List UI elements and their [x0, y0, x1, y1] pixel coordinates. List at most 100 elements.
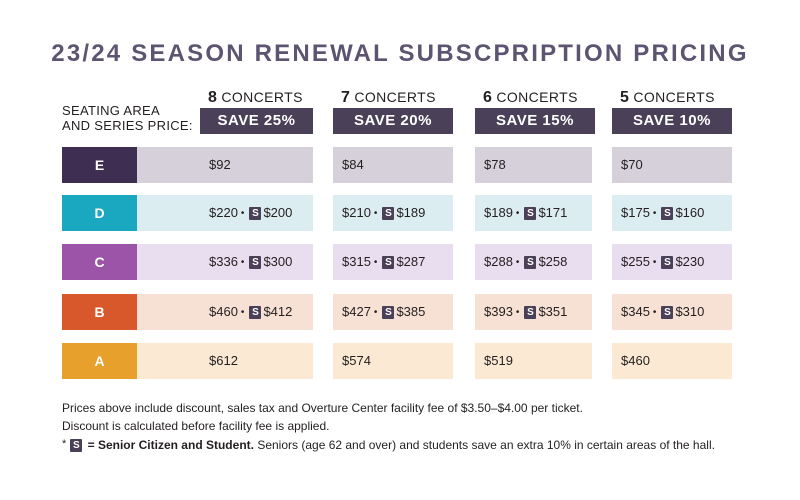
- price-cell: $255 • S $230: [612, 244, 732, 280]
- senior-student-icon: S: [524, 306, 537, 319]
- senior-student-icon: S: [382, 256, 395, 269]
- concert-word: CONCERTS: [496, 89, 578, 105]
- bullet-separator: •: [515, 307, 520, 318]
- senior-student-icon: S: [249, 306, 262, 319]
- senior-price: $412: [263, 304, 293, 319]
- senior-price: $310: [675, 304, 705, 319]
- senior-student-icon: S: [249, 207, 262, 220]
- bullet-separator: •: [652, 307, 657, 318]
- concerts-label: 6 CONCERTS: [475, 86, 595, 108]
- price-cell: $92: [137, 147, 313, 183]
- senior-price: $230: [675, 254, 705, 269]
- senior-price: $351: [538, 304, 568, 319]
- table-row-b: B $460 • S $412 $427 • S $385 $393 • S $351 $345 • S $31…: [62, 294, 732, 330]
- seating-label-line2: AND SERIES PRICE:: [62, 118, 193, 133]
- save-badge: SAVE 20%: [333, 108, 453, 134]
- series-price: $78: [484, 157, 506, 172]
- senior-student-icon: S: [70, 439, 83, 452]
- price-cell: $612: [137, 343, 313, 379]
- senior-student-icon: S: [382, 207, 395, 220]
- series-price: $427: [342, 304, 371, 319]
- seating-area-c: C: [62, 244, 137, 280]
- series-price: $345: [621, 304, 650, 319]
- series-price: $612: [209, 353, 238, 368]
- price-cell: $460: [612, 343, 732, 379]
- seating-area-a: A: [62, 343, 137, 379]
- series-price: $220: [209, 205, 238, 220]
- senior-student-icon: S: [661, 256, 674, 269]
- bullet-separator: •: [240, 208, 245, 219]
- senior-price: $160: [675, 205, 705, 220]
- series-price: $336: [209, 254, 238, 269]
- series-price: $175: [621, 205, 650, 220]
- bullet-separator: •: [652, 208, 657, 219]
- table-row-c: C $336 • S $300 $315 • S $287 $288 • S $258 $255 • S $23…: [62, 244, 732, 280]
- concerts-label: 5 CONCERTS: [612, 86, 732, 108]
- senior-price: $189: [396, 205, 426, 220]
- series-price: $315: [342, 254, 371, 269]
- footnotes: Prices above include discount, sales tax…: [62, 399, 715, 454]
- table-row-a: A $612 $574 $519 $460: [62, 343, 732, 379]
- senior-price: $385: [396, 304, 426, 319]
- price-cell: $210 • S $189: [333, 195, 453, 231]
- series-price: $210: [342, 205, 371, 220]
- concert-count: 8: [208, 89, 218, 106]
- bullet-separator: •: [373, 208, 378, 219]
- concert-count: 6: [483, 89, 493, 106]
- senior-price: $258: [538, 254, 568, 269]
- series-price: $92: [209, 157, 231, 172]
- concert-word: CONCERTS: [354, 89, 436, 105]
- seating-area-d: D: [62, 195, 137, 231]
- legend-bold: = Senior Citizen and Student.: [87, 438, 254, 452]
- concert-count: 5: [620, 89, 630, 106]
- price-cell: $84: [333, 147, 453, 183]
- price-cell: $315 • S $287: [333, 244, 453, 280]
- bullet-separator: •: [515, 257, 520, 268]
- senior-student-icon: S: [524, 207, 537, 220]
- bullet-separator: •: [373, 307, 378, 318]
- price-cell: $345 • S $310: [612, 294, 732, 330]
- note-senior-legend: * S = Senior Citizen and Student. Seniors…: [62, 435, 715, 454]
- price-cell: $519: [475, 343, 592, 379]
- senior-student-icon: S: [661, 207, 674, 220]
- page-title: 23/24 SEASON RENEWAL SUBSCPRIPTION PRICI…: [51, 40, 749, 67]
- price-cell: $189 • S $171: [475, 195, 592, 231]
- price-cell: $70: [612, 147, 732, 183]
- bullet-separator: •: [373, 257, 378, 268]
- price-cell: $220 • S $200: [137, 195, 313, 231]
- series-price: $255: [621, 254, 650, 269]
- column-header-7: 7 CONCERTS SAVE 20%: [333, 86, 453, 134]
- column-header-5: 5 CONCERTS SAVE 10%: [612, 86, 732, 134]
- bullet-separator: •: [240, 257, 245, 268]
- concerts-label: 7 CONCERTS: [333, 86, 453, 108]
- table-row-d: D $220 • S $200 $210 • S $189 $189 • S $171 $175 • S $16…: [62, 195, 732, 231]
- save-badge: SAVE 10%: [612, 108, 732, 134]
- series-price: $460: [209, 304, 238, 319]
- senior-student-icon: S: [524, 256, 537, 269]
- concert-count: 7: [341, 89, 351, 106]
- bullet-separator: •: [515, 208, 520, 219]
- save-badge: SAVE 15%: [475, 108, 595, 134]
- senior-price: $171: [538, 205, 568, 220]
- note-prices-include: Prices above include discount, sales tax…: [62, 401, 583, 415]
- price-cell: $460 • S $412: [137, 294, 313, 330]
- series-price: $84: [342, 157, 364, 172]
- legend-rest: Seniors (age 62 and over) and students s…: [257, 438, 715, 452]
- concert-word: CONCERTS: [633, 89, 715, 105]
- senior-price: $287: [396, 254, 426, 269]
- bullet-separator: •: [652, 257, 657, 268]
- asterisk: *: [62, 438, 67, 450]
- price-cell: $336 • S $300: [137, 244, 313, 280]
- senior-price: $300: [263, 254, 293, 269]
- bullet-separator: •: [240, 307, 245, 318]
- series-price: $574: [342, 353, 371, 368]
- price-cell: $574: [333, 343, 453, 379]
- note-discount: Discount is calculated before facility f…: [62, 419, 330, 433]
- price-cell: $393 • S $351: [475, 294, 592, 330]
- price-cell: $427 • S $385: [333, 294, 453, 330]
- price-cell: $175 • S $160: [612, 195, 732, 231]
- table-row-e: E $92 $84 $78 $70: [62, 147, 732, 183]
- series-price: $460: [621, 353, 650, 368]
- column-header-8: 8 CONCERTS SAVE 25%: [200, 86, 313, 134]
- price-cell: $78: [475, 147, 592, 183]
